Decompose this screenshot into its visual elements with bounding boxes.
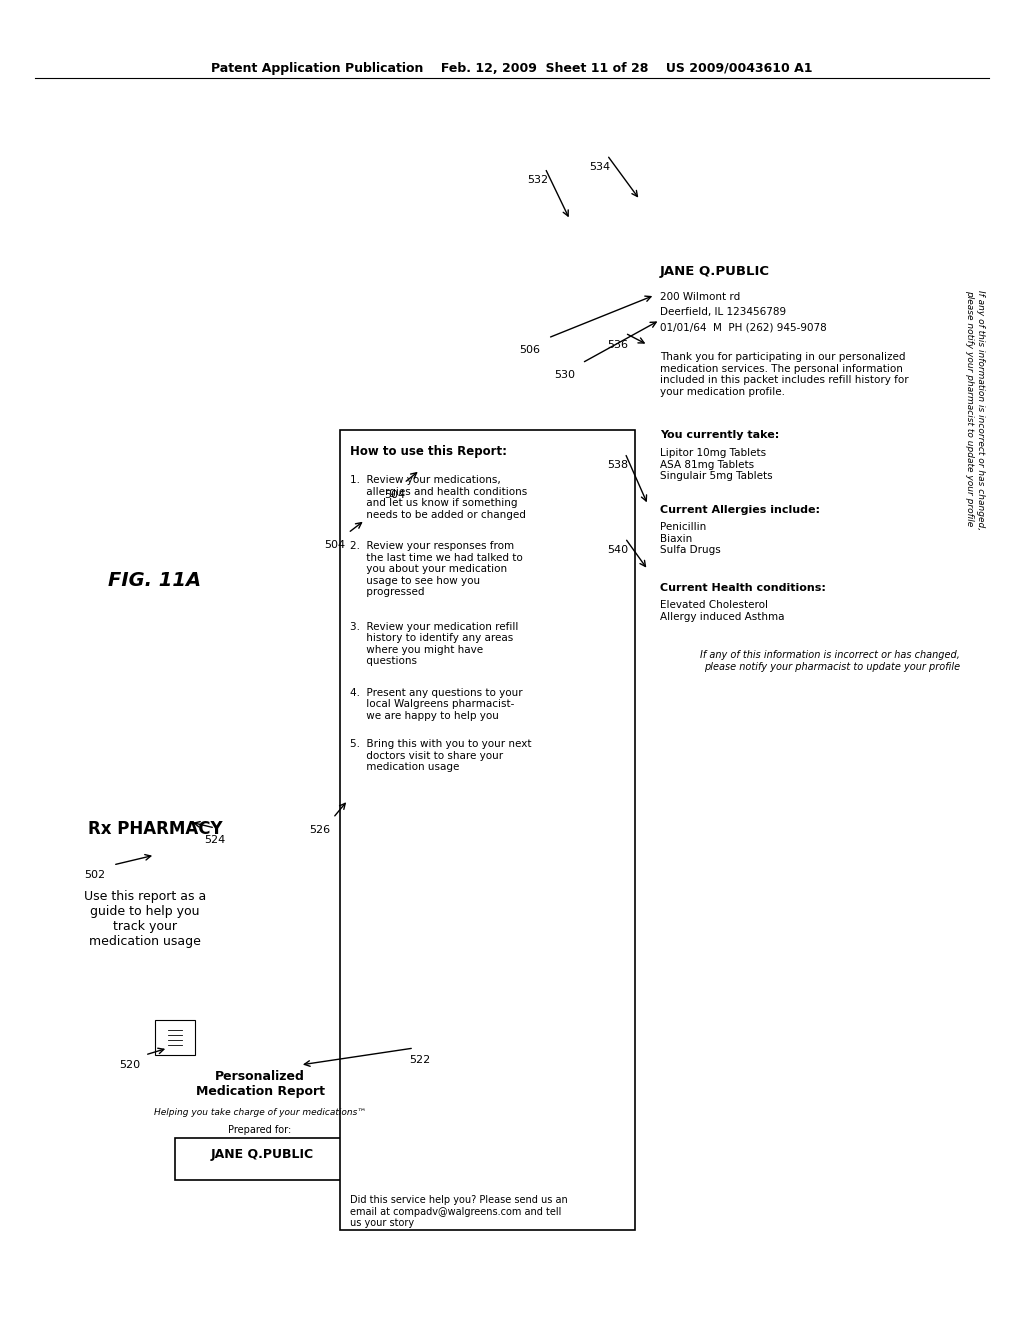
Text: If any of this information is incorrect or has changed,
please notify your pharm: If any of this information is incorrect … bbox=[700, 649, 961, 672]
Text: 532: 532 bbox=[527, 176, 549, 185]
Text: Deerfield, IL 123456789: Deerfield, IL 123456789 bbox=[660, 308, 786, 317]
Text: Patent Application Publication    Feb. 12, 2009  Sheet 11 of 28    US 2009/00436: Patent Application Publication Feb. 12, … bbox=[211, 62, 813, 75]
Text: 200 Wilmont rd: 200 Wilmont rd bbox=[660, 292, 740, 302]
Text: 3.  Review your medication refill
     history to identify any areas
     where : 3. Review your medication refill history… bbox=[350, 622, 518, 667]
FancyBboxPatch shape bbox=[340, 430, 635, 1230]
Text: Penicillin
Biaxin
Sulfa Drugs: Penicillin Biaxin Sulfa Drugs bbox=[660, 521, 721, 556]
Text: How to use this Report:: How to use this Report: bbox=[350, 445, 507, 458]
Text: 01/01/64  M  PH (262) 945-9078: 01/01/64 M PH (262) 945-9078 bbox=[660, 322, 826, 333]
Text: Current Health conditions:: Current Health conditions: bbox=[660, 583, 826, 593]
Text: Use this report as a
guide to help you
track your
medication usage: Use this report as a guide to help you t… bbox=[84, 890, 206, 948]
FancyBboxPatch shape bbox=[175, 1138, 350, 1180]
Text: 5.  Bring this with you to your next
     doctors visit to share your
     medic: 5. Bring this with you to your next doct… bbox=[350, 739, 531, 772]
Text: 534: 534 bbox=[590, 162, 610, 172]
Text: 524: 524 bbox=[205, 836, 225, 845]
Text: JANE Q.PUBLIC: JANE Q.PUBLIC bbox=[660, 265, 770, 279]
Text: 540: 540 bbox=[607, 545, 629, 554]
Text: 536: 536 bbox=[607, 341, 629, 350]
Text: 4.  Present any questions to your
     local Walgreens pharmacist-
     we are h: 4. Present any questions to your local W… bbox=[350, 688, 522, 721]
Text: 502: 502 bbox=[84, 870, 105, 880]
Text: Personalized
Medication Report: Personalized Medication Report bbox=[196, 1071, 325, 1098]
Text: JANE Q.PUBLIC: JANE Q.PUBLIC bbox=[211, 1148, 313, 1162]
Text: If any of this information is incorrect or has changed,
please notify your pharm: If any of this information is incorrect … bbox=[966, 290, 985, 531]
Text: You currently take:: You currently take: bbox=[660, 430, 779, 440]
Text: Rx PHARMACY: Rx PHARMACY bbox=[88, 820, 222, 838]
Text: 504: 504 bbox=[324, 540, 345, 550]
Text: 520: 520 bbox=[119, 1060, 140, 1071]
Text: 506: 506 bbox=[519, 345, 541, 355]
Text: 1.  Review your medications,
     allergies and health conditions
     and let u: 1. Review your medications, allergies an… bbox=[350, 475, 527, 520]
Text: Helping you take charge of your medications™: Helping you take charge of your medicati… bbox=[154, 1107, 367, 1117]
Text: Did this service help you? Please send us an
email at compadv@walgreens.com and : Did this service help you? Please send u… bbox=[350, 1195, 567, 1228]
Text: 2.  Review your responses from
     the last time we had talked to
     you abou: 2. Review your responses from the last t… bbox=[350, 541, 522, 598]
Text: 530: 530 bbox=[555, 370, 575, 380]
Text: 526: 526 bbox=[309, 825, 330, 836]
Text: 538: 538 bbox=[607, 459, 629, 470]
FancyBboxPatch shape bbox=[155, 1020, 195, 1055]
Text: Current Allergies include:: Current Allergies include: bbox=[660, 506, 820, 515]
Text: FIG. 11A: FIG. 11A bbox=[109, 570, 202, 590]
Text: Prepared for:: Prepared for: bbox=[228, 1125, 292, 1135]
Text: Elevated Cholesterol
Allergy induced Asthma: Elevated Cholesterol Allergy induced Ast… bbox=[660, 601, 784, 622]
Text: Lipitor 10mg Tablets
ASA 81mg Tablets
Singulair 5mg Tablets: Lipitor 10mg Tablets ASA 81mg Tablets Si… bbox=[660, 447, 773, 482]
Text: Thank you for participating in our personalized
medication services. The persona: Thank you for participating in our perso… bbox=[660, 352, 908, 397]
Text: 522: 522 bbox=[410, 1055, 431, 1065]
Text: 504: 504 bbox=[384, 490, 406, 500]
